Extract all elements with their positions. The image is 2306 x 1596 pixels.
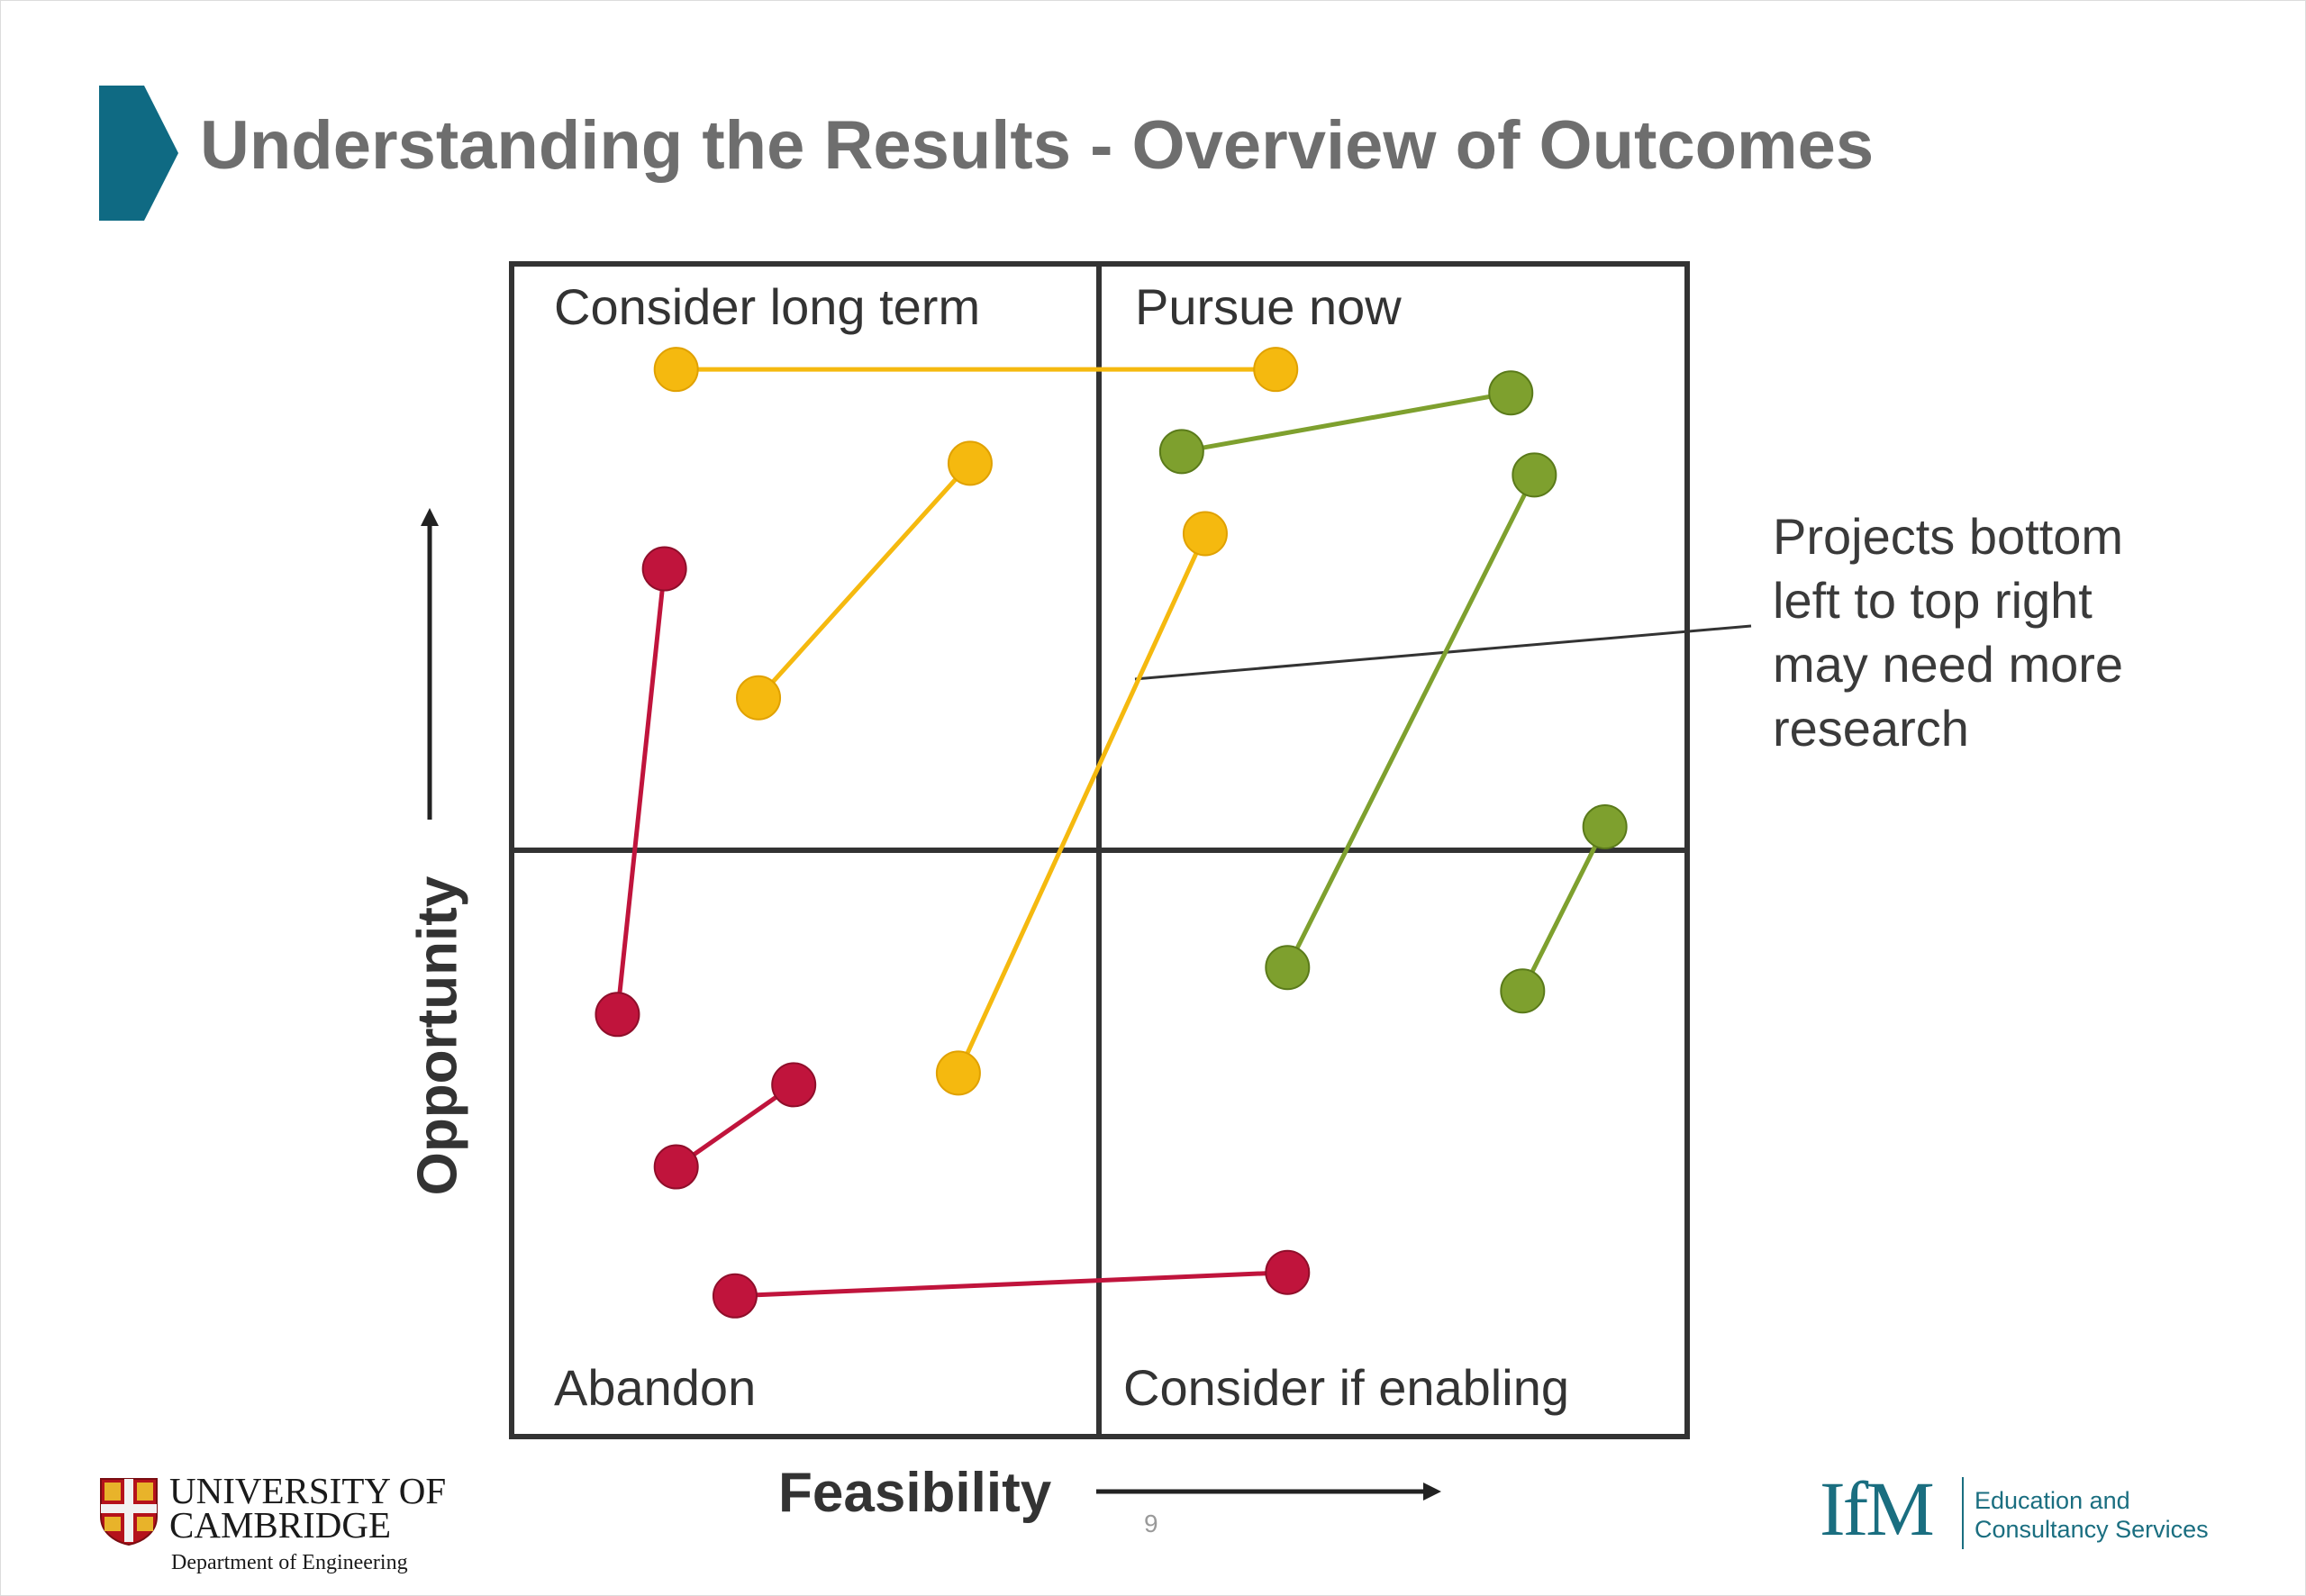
project-point-yellow-3-1 [935,1050,981,1096]
project-point-red-6-2 [1265,1249,1311,1295]
x-axis-label: Feasibility [778,1462,1052,1524]
segment-line-red-4 [614,568,667,1015]
x-axis-arrow-head [1423,1483,1441,1501]
project-point-yellow-2-2 [947,440,993,486]
slide-title: Understanding the Results - Overview of … [200,107,1875,184]
project-point-red-6-1 [712,1273,758,1319]
title-marker [99,86,178,221]
project-point-green-9-2 [1582,803,1628,849]
project-point-green-9-1 [1500,968,1546,1014]
project-point-yellow-1-1 [653,347,699,393]
ifm-subtitle: Education and Consultancy Services [1975,1487,2209,1543]
project-point-red-4-1 [641,546,687,592]
project-point-green-8-2 [1512,452,1557,498]
quadrant-label-consider-if-enabling: Consider if enabling [1123,1359,1569,1416]
project-point-yellow-1-2 [1253,347,1299,393]
ifm-mark: IfM [1820,1465,1935,1552]
project-point-red-4-2 [595,992,640,1038]
university-name: UNIVERSITY OF CAMBRIDGE [169,1470,447,1546]
project-point-green-8-1 [1265,945,1311,991]
ifm-logo: IfM Education and Consultancy Services [1820,1468,2216,1558]
department-name: Department of Engineering [171,1551,408,1574]
segment-line-red-5 [675,1083,795,1169]
y-axis-label: Opportunity [406,875,469,1196]
segment-line-yellow-3 [956,532,1208,1075]
segment-line-red-6 [734,1270,1288,1299]
segment-line-green-8 [1285,474,1537,969]
project-point-red-5-2 [771,1062,817,1108]
quadrant-label-abandon: Abandon [554,1359,756,1416]
project-point-yellow-2-1 [736,675,782,721]
segment-line-green-7 [1181,390,1512,454]
project-point-yellow-3-2 [1182,511,1228,557]
segment-line-green-9 [1521,825,1607,993]
cambridge-logo: UNIVERSITY OF CAMBRIDGE Department of En… [97,1468,458,1585]
project-point-red-5-1 [653,1144,699,1190]
project-segments [595,347,1628,1319]
project-point-green-7-1 [1158,429,1204,475]
cambridge-crest-icon [100,1478,158,1546]
quadrant-label-pursue-now: Pursue now [1135,278,1402,335]
page-number: 9 [1144,1510,1158,1537]
ifm-divider [1962,1477,1964,1549]
callout-text: Projects bottom left to top right may ne… [1773,508,2124,757]
y-axis-arrow-head [421,508,439,526]
quadrant-label-consider-long-term: Consider long term [554,278,980,335]
segment-line-yellow-2 [757,461,972,700]
project-point-green-7-2 [1488,370,1534,416]
